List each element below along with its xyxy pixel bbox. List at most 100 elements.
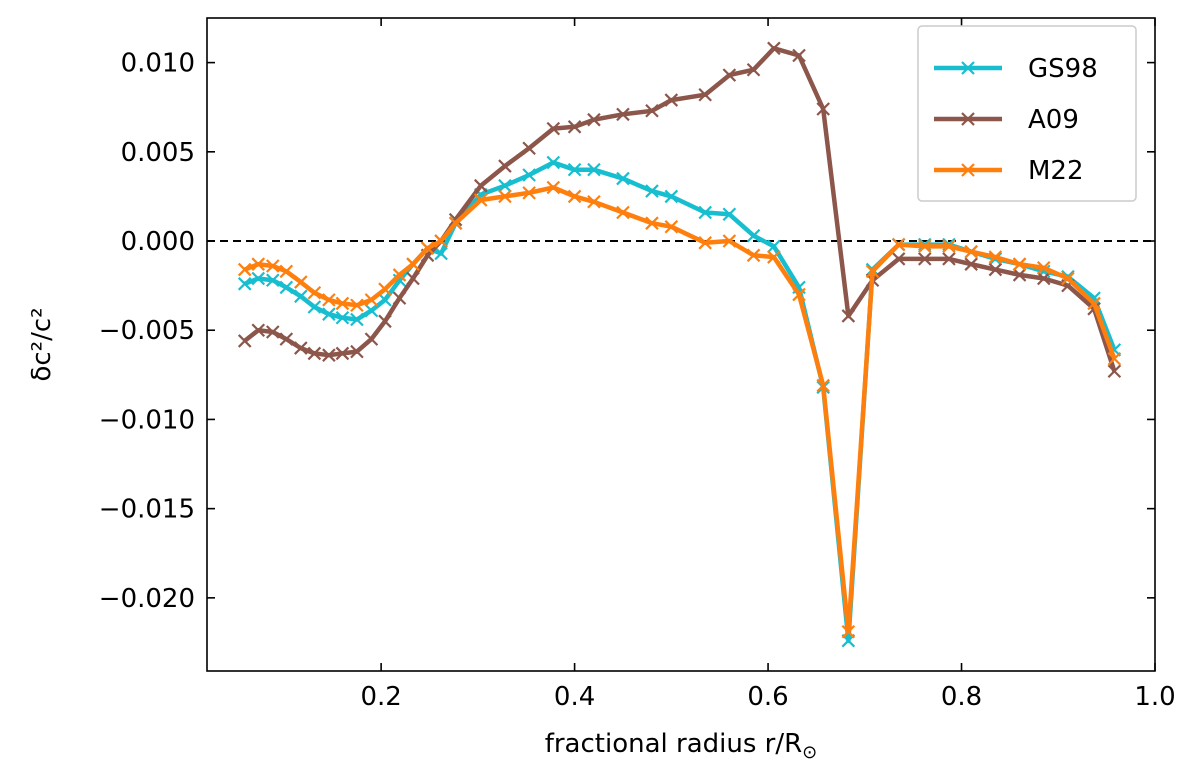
data-point bbox=[322, 293, 336, 307]
data-point bbox=[1012, 257, 1027, 271]
x-tick-label: 0.6 bbox=[747, 682, 788, 712]
data-point bbox=[279, 280, 294, 295]
data-point bbox=[237, 262, 252, 277]
data-point bbox=[498, 189, 512, 204]
data-point bbox=[546, 121, 561, 136]
data-point bbox=[307, 285, 322, 300]
data-point bbox=[746, 62, 761, 77]
data-point bbox=[251, 323, 266, 338]
data-point bbox=[746, 228, 761, 243]
data-point bbox=[567, 162, 582, 177]
data-point bbox=[522, 168, 536, 182]
data-point bbox=[587, 162, 601, 177]
legend-item-a09: A09 bbox=[934, 105, 1079, 135]
data-point bbox=[473, 193, 488, 207]
data-point bbox=[1061, 271, 1075, 286]
data-point bbox=[335, 296, 350, 311]
data-point bbox=[891, 252, 906, 266]
data-point bbox=[237, 334, 252, 348]
data-point bbox=[448, 212, 463, 227]
y-tick-label: 0.010 bbox=[121, 49, 195, 79]
legend-label: A09 bbox=[1028, 105, 1079, 135]
legend-label: M22 bbox=[1028, 156, 1084, 186]
data-point bbox=[279, 332, 294, 346]
y-tick-label: −0.005 bbox=[99, 316, 195, 346]
series-a09 bbox=[237, 41, 1122, 379]
data-point bbox=[767, 250, 781, 264]
data-point bbox=[266, 273, 280, 288]
data-point bbox=[587, 112, 601, 127]
data-point bbox=[942, 252, 956, 266]
data-point bbox=[698, 236, 712, 250]
data-point bbox=[664, 93, 679, 107]
data-point bbox=[664, 189, 679, 204]
data-point bbox=[1036, 261, 1051, 275]
data-point bbox=[645, 103, 659, 118]
series-layer bbox=[237, 41, 1122, 648]
data-point bbox=[616, 107, 630, 122]
data-point bbox=[335, 310, 350, 325]
data-point bbox=[746, 248, 761, 263]
data-point bbox=[616, 205, 630, 220]
data-point bbox=[722, 68, 737, 82]
data-point bbox=[816, 378, 830, 393]
data-point bbox=[988, 262, 1003, 277]
x-tick-label: 0.8 bbox=[941, 682, 982, 712]
x-axis: 0.2 0.4 0.6 0.8 1.0 bbox=[360, 18, 1176, 712]
data-point bbox=[587, 194, 601, 209]
legend-marker bbox=[961, 163, 975, 177]
data-point bbox=[294, 289, 308, 304]
data-point bbox=[698, 87, 712, 102]
legend-item-gs98: GS98 bbox=[934, 54, 1098, 84]
data-point bbox=[767, 239, 781, 254]
data-point bbox=[865, 264, 880, 279]
data-point bbox=[251, 257, 266, 271]
data-point bbox=[473, 178, 488, 193]
data-point bbox=[616, 171, 630, 186]
data-point bbox=[350, 312, 364, 327]
data-point bbox=[307, 346, 322, 361]
data-point bbox=[567, 189, 582, 204]
data-point bbox=[307, 300, 322, 314]
x-tick-label: 0.2 bbox=[360, 682, 401, 712]
data-point bbox=[917, 239, 932, 254]
data-point bbox=[546, 155, 561, 170]
data-point bbox=[322, 348, 336, 362]
data-point bbox=[434, 246, 448, 261]
data-point bbox=[237, 277, 252, 291]
data-point bbox=[294, 341, 308, 355]
y-tick-label: 0.000 bbox=[121, 227, 195, 257]
data-point bbox=[546, 180, 561, 195]
y-axis-label: δc²/c² bbox=[27, 307, 57, 381]
data-point bbox=[434, 234, 448, 248]
data-point bbox=[335, 346, 350, 361]
data-point bbox=[698, 205, 712, 220]
data-point bbox=[767, 41, 781, 56]
data-point bbox=[1036, 271, 1051, 286]
data-point bbox=[378, 314, 392, 329]
data-point bbox=[1107, 351, 1122, 366]
data-point bbox=[964, 244, 978, 259]
series-line-m22 bbox=[243, 185, 1117, 634]
legend-marker bbox=[961, 112, 975, 126]
data-point bbox=[251, 271, 266, 286]
x-axis-label: fractional radius r/R⊙ bbox=[545, 729, 818, 763]
data-point bbox=[792, 287, 806, 302]
data-point bbox=[498, 159, 512, 173]
legend-item-m22: M22 bbox=[934, 156, 1084, 186]
data-point bbox=[964, 257, 978, 271]
y-tick-label: −0.020 bbox=[99, 584, 195, 614]
data-point bbox=[364, 303, 379, 318]
data-point bbox=[378, 293, 392, 307]
data-point bbox=[722, 234, 737, 248]
data-point bbox=[988, 250, 1003, 264]
data-point bbox=[645, 184, 659, 198]
data-point bbox=[448, 216, 463, 230]
data-point bbox=[294, 275, 308, 289]
data-point bbox=[350, 344, 364, 359]
x-tick-label: 1.0 bbox=[1134, 682, 1175, 712]
data-point bbox=[522, 186, 536, 200]
data-point bbox=[841, 309, 856, 323]
y-tick-label: −0.010 bbox=[99, 405, 195, 435]
data-point bbox=[378, 282, 392, 296]
